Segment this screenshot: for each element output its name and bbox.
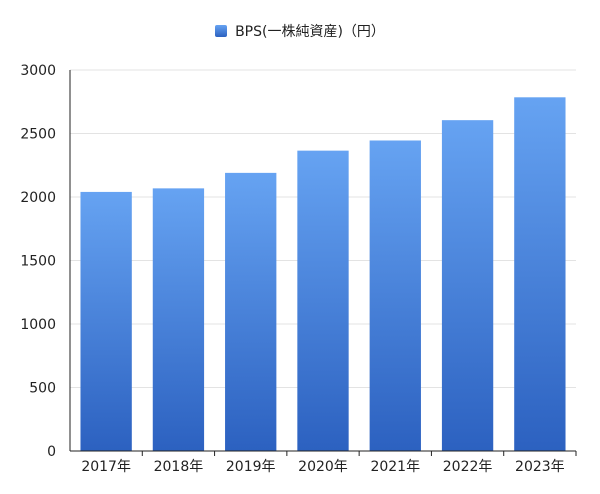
x-tick-label: 2020年 xyxy=(298,459,348,475)
legend-swatch xyxy=(215,25,228,37)
y-tick-label: 1500 xyxy=(20,254,56,270)
bars xyxy=(80,97,566,452)
bar xyxy=(152,188,205,451)
x-tick-label: 2017年 xyxy=(81,459,131,475)
y-tick-label: 3000 xyxy=(20,63,56,79)
bar xyxy=(369,140,421,452)
y-tick-label: 2500 xyxy=(20,127,56,143)
tick-labels: 0 500 1000 1500 2000 2500 3000 2017年 2018年 2019年 2… xyxy=(20,63,564,475)
y-tick-label: 1000 xyxy=(20,317,56,333)
axes xyxy=(69,70,577,456)
bar xyxy=(225,172,277,451)
legend-label: BPS(一株純資産)（円） xyxy=(235,24,385,40)
y-tick-label: 500 xyxy=(29,381,56,397)
bar xyxy=(514,97,566,452)
x-tick-label: 2022年 xyxy=(443,459,493,475)
x-tick-label: 2021年 xyxy=(370,459,420,475)
bar xyxy=(80,191,132,452)
x-tick-label: 2023年 xyxy=(515,459,565,475)
chart-legend: BPS(一株純資産)（円） xyxy=(0,21,600,41)
y-tick-label: 0 xyxy=(47,444,56,460)
bar xyxy=(441,120,494,451)
bar xyxy=(297,150,349,451)
x-tick-label: 2019年 xyxy=(226,459,276,475)
x-tick-label: 2018年 xyxy=(154,459,204,475)
y-tick-label: 2000 xyxy=(20,190,56,206)
